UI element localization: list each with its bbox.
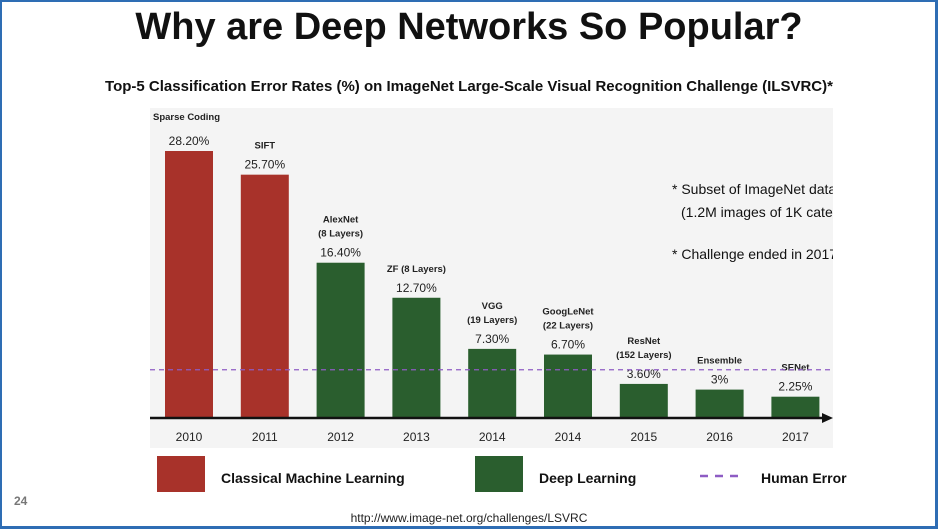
bar-1 (240, 174, 289, 418)
slide-frame-top (0, 0, 938, 2)
model-name-label-7-0: Ensemble (697, 356, 742, 367)
bar-value-label-8: 2.25% (778, 380, 812, 394)
bar-value-label-3: 12.70% (396, 281, 437, 295)
chart-note-2: * Challenge ended in 2017 (672, 246, 833, 262)
bar-value-label-0: 28.20% (169, 134, 210, 148)
x-tick-label-8: 2017 (782, 430, 809, 444)
bar-8 (771, 396, 820, 418)
model-name-label-4-1: (19 Layers) (467, 315, 517, 326)
slide-title: Why are Deep Networks So Popular? (135, 6, 803, 48)
bar-7 (695, 389, 744, 418)
slide-frame-bottom (0, 526, 938, 529)
bar-value-label-2: 16.40% (320, 246, 361, 260)
model-name-label-6-0: ResNet (627, 336, 661, 347)
legend-label-classical: Classical Machine Learning (221, 470, 405, 486)
model-name-label-6-1: (152 Layers) (616, 350, 671, 361)
bar-value-label-5: 6.70% (551, 338, 585, 352)
bar-0 (165, 151, 213, 418)
x-tick-label-1: 2011 (252, 430, 278, 444)
chart-note-1: (1.2M images of 1K categories) (681, 204, 833, 220)
x-tick-label-2: 2012 (327, 430, 354, 444)
x-tick-label-0: 2010 (176, 430, 203, 444)
bar-value-label-4: 7.30% (475, 332, 509, 346)
model-name-label-5-0: GoogLeNet (542, 307, 594, 318)
legend-label-human: Human Error (761, 470, 847, 486)
model-name-label-2-0: AlexNet (323, 215, 359, 226)
x-tick-label-5: 2014 (555, 430, 582, 444)
x-tick-label-4: 2014 (479, 430, 506, 444)
bar-value-label-7: 3% (711, 373, 729, 387)
model-name-label-4-0: VGG (482, 301, 503, 312)
source-url: http://www.image-net.org/challenges/LSVR… (350, 511, 588, 525)
bar-value-label-6: 3.60% (627, 367, 661, 381)
model-name-label-5-1: (22 Layers) (543, 321, 593, 332)
model-name-label-2-1: (8 Layers) (318, 229, 363, 240)
bar-chart: 28.20% Sparse Coding 2010 25.70% SIFT 2011 16.… (150, 112, 876, 444)
model-name-label-8-0: SENet (781, 363, 810, 374)
x-tick-label-6: 2015 (630, 430, 657, 444)
x-tick-label-7: 2016 (706, 430, 733, 444)
slide-frame-right (935, 0, 938, 529)
chart-title: Top-5 Classification Error Rates (%) on … (105, 78, 833, 95)
bar-4 (468, 348, 517, 418)
slide-frame-left (0, 0, 2, 529)
bar-2 (316, 262, 365, 418)
model-name-label-3-0: ZF (8 Layers) (387, 264, 446, 275)
chart-area: 28.20% Sparse Coding 2010 25.70% SIFT 2011 16.… (150, 108, 876, 448)
bar-6 (619, 383, 668, 418)
legend-label-deep: Deep Learning (539, 470, 637, 486)
bar-value-label-1: 25.70% (244, 158, 285, 172)
model-name-label-0-0: Sparse Coding (153, 112, 220, 123)
legend-swatch-deep (475, 456, 523, 492)
x-tick-label-3: 2013 (403, 430, 430, 444)
bar-3 (392, 297, 441, 418)
chart-note-0: * Subset of ImageNet dataset (672, 181, 833, 197)
legend-swatch-human (700, 474, 744, 478)
bar-5 (544, 354, 592, 418)
legend-swatch-classical (157, 456, 205, 492)
page-number: 24 (14, 494, 28, 508)
model-name-label-1-0: SIFT (255, 141, 276, 152)
x-axis-arrow (822, 413, 833, 423)
